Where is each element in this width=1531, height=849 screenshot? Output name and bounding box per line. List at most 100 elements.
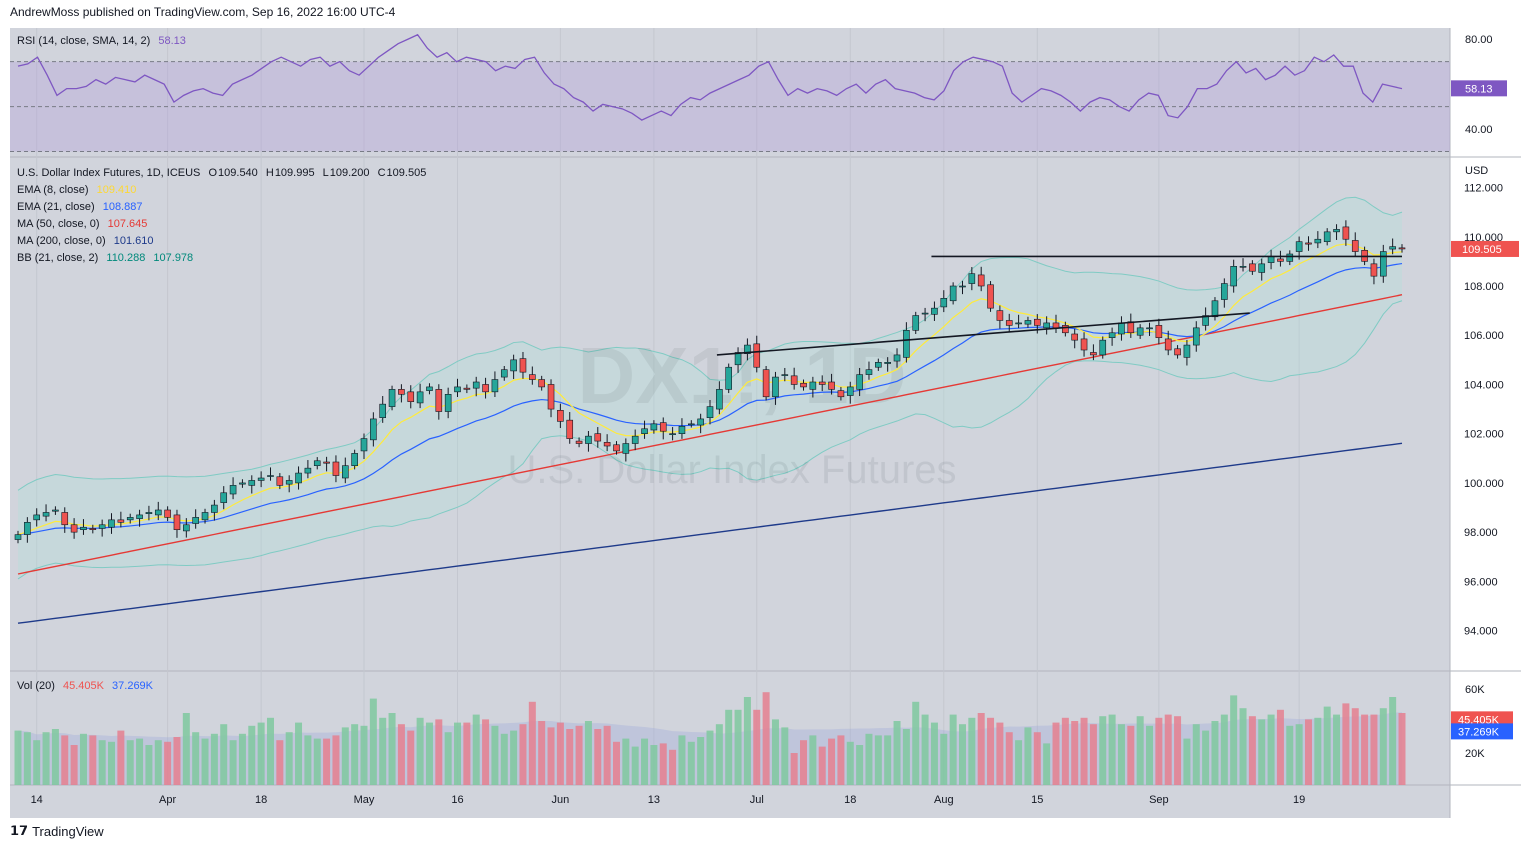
rsi-legend[interactable]: RSI (14, close, SMA, 14, 2) 58.13 (17, 35, 191, 47)
candle-body (285, 480, 293, 485)
candle-body (538, 379, 545, 388)
ma50-legend[interactable]: MA (50, close, 0) 107.645 (17, 218, 152, 230)
candle-body (220, 492, 228, 503)
volume-bar (285, 732, 293, 785)
volume-bar (800, 740, 808, 785)
volume-bar (1127, 725, 1135, 785)
bb-legend[interactable]: BB (21, close, 2) 110.288 107.978 (17, 252, 198, 264)
candle-body (70, 524, 78, 533)
candle-body (1351, 240, 1359, 252)
ema21-legend[interactable]: EMA (21, close) 108.887 (17, 201, 147, 213)
candle-body (1062, 325, 1069, 334)
volume-bar (89, 735, 97, 785)
symbol-legend[interactable]: U.S. Dollar Index Futures, 1D, ICEUS O10… (17, 167, 431, 179)
volume-bar (108, 741, 116, 785)
volume-bar (472, 714, 480, 785)
volume-bar (154, 740, 162, 785)
candle-body (267, 475, 274, 477)
volume-bar (528, 701, 536, 785)
candle-body (790, 375, 798, 385)
volume-bar (332, 735, 340, 785)
volume-bar (117, 730, 125, 785)
candle-body (641, 428, 648, 434)
volume-ma-tag (1451, 723, 1513, 740)
candle-body (1164, 338, 1172, 351)
rsi-tick-label: 40.00 (1465, 124, 1493, 136)
candle-body (183, 524, 190, 532)
volume-bar (641, 738, 649, 785)
ma200-label: MA (200, close, 0) (17, 235, 106, 247)
candle-body (426, 386, 433, 391)
candle-body (987, 284, 994, 309)
volume-bar (295, 722, 303, 785)
volume-bar (1089, 724, 1097, 785)
volume-bar (1146, 725, 1154, 785)
candle-body (603, 442, 611, 447)
volume-bar (1398, 713, 1406, 785)
time-axis-label: 16 (451, 794, 463, 806)
candle-body (594, 433, 602, 442)
volume-bar (1052, 722, 1060, 785)
last-price-tag (1451, 240, 1519, 257)
volume-bar (463, 722, 471, 785)
low-value: 109.200 (329, 167, 370, 179)
low-label: L (322, 167, 329, 179)
volume-bar (809, 735, 817, 785)
volume-bar (1108, 714, 1116, 785)
candle-body (1305, 242, 1312, 245)
tradingview-logo-icon[interactable]: 𝟭𝟳 (10, 823, 29, 838)
candle-body (61, 512, 69, 526)
bb-lower-value: 107.978 (153, 252, 194, 264)
volume-bar (575, 725, 583, 785)
candle-body (1071, 333, 1079, 341)
bollinger-band-fill (18, 197, 1402, 579)
candle-body (547, 384, 555, 410)
candle-body (940, 298, 948, 308)
volume-bar (1117, 724, 1125, 785)
candle-body (519, 358, 527, 373)
volume-legend[interactable]: Vol (20) 45.405K 37.269K (17, 680, 158, 692)
volume-bar (98, 740, 106, 785)
candle-body (351, 453, 358, 466)
ma200-legend[interactable]: MA (200, close, 0) 101.610 (17, 235, 158, 247)
ema8-legend[interactable]: EMA (8, close) 109.410 (17, 184, 141, 196)
volume-bar (940, 733, 948, 785)
volume-bar (650, 745, 658, 785)
candle-body (98, 524, 106, 529)
candle-body (332, 461, 340, 476)
volume-bar (912, 701, 920, 785)
volume-bar (360, 725, 368, 785)
volume-bar (884, 735, 892, 785)
open-label: O (208, 167, 218, 179)
volume-bar (1370, 714, 1378, 785)
candle-body (996, 310, 1004, 321)
volume-bar (1164, 714, 1172, 785)
time-axis-label: 18 (255, 794, 267, 806)
candle-body (977, 274, 985, 287)
close-label: C (377, 167, 386, 179)
candle-body (1314, 238, 1322, 244)
candle-body (1202, 315, 1209, 326)
volume-bar (1323, 706, 1331, 785)
volume-bar (519, 724, 527, 785)
volume-bar (248, 725, 256, 785)
volume-bar (902, 729, 910, 785)
tradingview-brand[interactable]: TradingView (32, 823, 104, 839)
candle-body (557, 410, 564, 422)
candle-body (893, 354, 901, 362)
volume-bar (949, 714, 957, 785)
ema21-label: EMA (21, close) (17, 201, 95, 213)
volume-bar (1033, 732, 1041, 785)
price-tick-label: 102.000 (1464, 429, 1504, 441)
volume-ma-value: 37.269K (112, 680, 154, 692)
volume-bar (687, 741, 695, 785)
volume-bar (790, 753, 798, 785)
volume-bar (622, 738, 630, 785)
candle-body (697, 418, 704, 426)
candle-body (1118, 322, 1125, 335)
volume-tick-label: 60K (1465, 684, 1485, 696)
candle-body (1108, 332, 1116, 338)
volume-bar (164, 741, 172, 785)
volume-bar (743, 697, 751, 785)
